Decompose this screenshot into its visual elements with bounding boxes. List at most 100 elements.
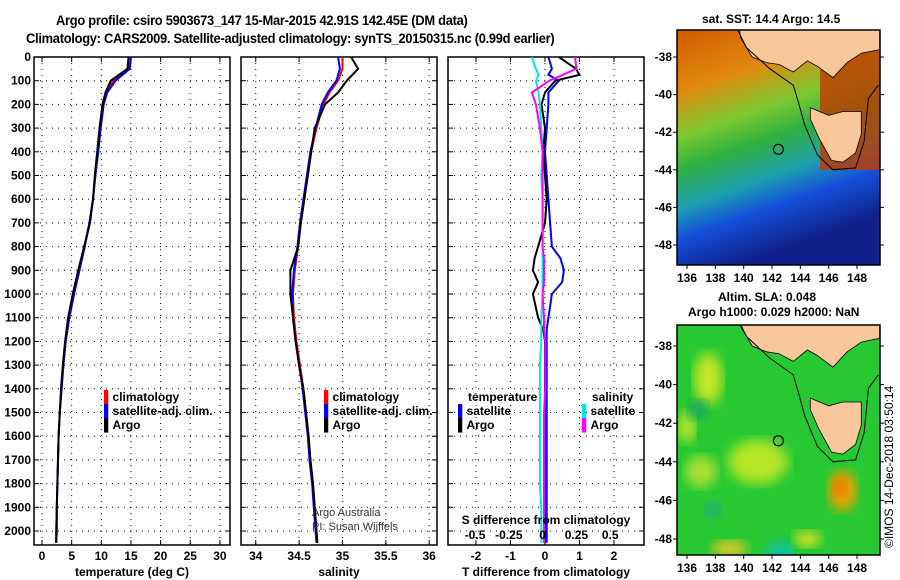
lat-tick-label: -42 (655, 125, 673, 139)
legend-item-t-argo: ▌Argo (458, 418, 495, 432)
x-tick-label: 35 (336, 549, 350, 563)
legend-label: satellite (590, 404, 636, 418)
lat-tick-label: -38 (655, 339, 673, 353)
x-tick-label: 34 (249, 549, 263, 563)
panel-salinity: 34 34.5 35 35.5 36 salinity (240, 56, 438, 579)
series-line-climatology (55, 56, 132, 543)
lon-tick-label: 148 (847, 271, 867, 285)
legend-item-s-argo: ▌Argo (582, 418, 619, 432)
lat-tick-label: -44 (655, 163, 673, 177)
x-tick-label: 10 (95, 549, 109, 563)
x2-tick-label: -0.5 (465, 528, 486, 542)
lon-tick-label: 142 (762, 561, 782, 575)
profile-location-marker (772, 143, 784, 155)
y-tick-label: 200 (11, 97, 31, 111)
mainland-land (740, 325, 880, 368)
legend-item-argo: ▌Argo (104, 418, 141, 432)
lon-tick-label: 136 (677, 561, 697, 575)
lat-tick-label: -38 (655, 50, 673, 64)
legend-label: climatology (112, 390, 180, 404)
lon-tick-label: 148 (847, 561, 867, 575)
tasmania-land (809, 107, 862, 163)
series-line-argo (55, 56, 130, 543)
y-tick-label: 1400 (4, 382, 31, 396)
y-tick-label: 300 (11, 121, 31, 135)
credit-line: PI: Susan Wijffels (312, 521, 398, 533)
lat-tick-label: -46 (655, 200, 673, 214)
lon-tick-label: 140 (734, 271, 754, 285)
y-tick-label: 1100 (5, 311, 31, 325)
x-axis-label: temperature (deg C) (75, 565, 189, 579)
diff-temp-legend: temperature ▌satellite ▌Argo (458, 390, 537, 432)
series-line-t-satellite (543, 56, 565, 543)
y-tick-label: 500 (11, 169, 31, 183)
map-frame (676, 29, 881, 266)
y-tick-label: 2000 (4, 524, 31, 538)
sla-anomaly-blob (704, 502, 721, 519)
temp-legend: ▌climatology ▌satellite-adj. clim. ▌Argo (104, 390, 213, 432)
lon-tick-label: 138 (705, 271, 725, 285)
figure-title-line1: Argo profile: csiro 5903673_147 15-Mar-2… (56, 12, 468, 28)
lat-tick-label: -48 (655, 238, 673, 252)
plot-frame (447, 56, 645, 546)
x2-tick-label: 0.5 (602, 528, 619, 542)
profile-location-marker (772, 435, 784, 447)
sla-map-title2: Argo h1000: 0.029 h2000: NaN (688, 305, 860, 319)
lat-tick-label: -46 (655, 493, 673, 507)
x2-tick-label: 0 (539, 528, 546, 542)
lat-tick-label: -42 (655, 416, 673, 430)
x-tick-label: 15 (124, 549, 138, 563)
timestamp: ©IMOS 14-Dec-2018 03:50:14 (882, 385, 896, 548)
x-tick-label: 35.5 (374, 549, 398, 563)
credit-annotation: Argo Australia PI: Susan Wijffels (312, 506, 398, 534)
sla-anomaly-blob (727, 439, 788, 484)
sla-anomaly-blob (694, 352, 723, 405)
legend-item-t-satellite: ▌satellite (458, 404, 512, 418)
y-tick-label: 1300 (4, 358, 31, 372)
series-line-climatology (291, 57, 344, 543)
lon-tick-label: 142 (762, 271, 782, 285)
sla-anomaly-blob (685, 455, 718, 488)
legend-item-satellite: ▌satellite-adj. clim. (324, 404, 433, 418)
y-tick-label: 400 (11, 145, 31, 159)
diff-sal-legend: salinity ▌satellite ▌Argo (582, 390, 635, 432)
lon-tick-label: 146 (819, 561, 839, 575)
sla-map: 136 138 140 142 144 146 148 -38 -40 -42 -44 -46 -48 (655, 324, 884, 575)
lon-tick-label: 146 (819, 271, 839, 285)
y-tick-label: 1800 (4, 477, 31, 491)
mainland-land (739, 30, 880, 79)
x-axis-label: salinity (318, 565, 360, 579)
sla-anomaly-blob (711, 540, 748, 555)
lat-tick-label: -40 (655, 88, 673, 102)
plot-frame (33, 56, 231, 546)
x-tick-label: 0 (542, 549, 549, 563)
lat-tick-label: -44 (655, 455, 673, 469)
shelf-contour (737, 30, 879, 171)
legend-item-argo: ▌Argo (324, 418, 361, 432)
credit-line: Argo Australia (312, 507, 381, 519)
map-frame (676, 324, 881, 556)
sal-legend: ▌climatology ▌satellite-adj. clim. ▌Argo (324, 390, 433, 432)
legend-label: Argo (590, 418, 619, 432)
lon-tick-label: 140 (734, 561, 754, 575)
x-tick-label: 2 (611, 549, 618, 563)
legend-title: temperature (468, 390, 538, 404)
legend-title: salinity (592, 390, 634, 404)
x-tick-label: 34.5 (287, 549, 311, 563)
lon-tick-label: 138 (705, 561, 725, 575)
sla-anomaly-blob (766, 540, 795, 555)
legend-item-satellite: ▌satellite-adj. clim. (104, 404, 213, 418)
legend-item-s-satellite: ▌satellite (582, 404, 636, 418)
x2-tick-label: -0.25 (495, 528, 523, 542)
x-tick-label: 1 (576, 549, 583, 563)
series-line-satellite-adj-clim- (55, 56, 132, 543)
x-tick-label: 5 (68, 549, 75, 563)
sst-map: 136 138 140 142 144 146 148 -38 -40 -42 -44 -46 -48 (655, 29, 884, 285)
series-line-s-argo (530, 56, 578, 543)
sst-map-title: sat. SST: 14.4 Argo: 14.5 (702, 12, 841, 26)
plot-frame (240, 56, 438, 546)
sla-map-title1: Altim. SLA: 0.048 (718, 290, 817, 304)
x-axis-label: T difference from climatology (462, 565, 630, 579)
x-tick-label: 36 (423, 549, 437, 563)
